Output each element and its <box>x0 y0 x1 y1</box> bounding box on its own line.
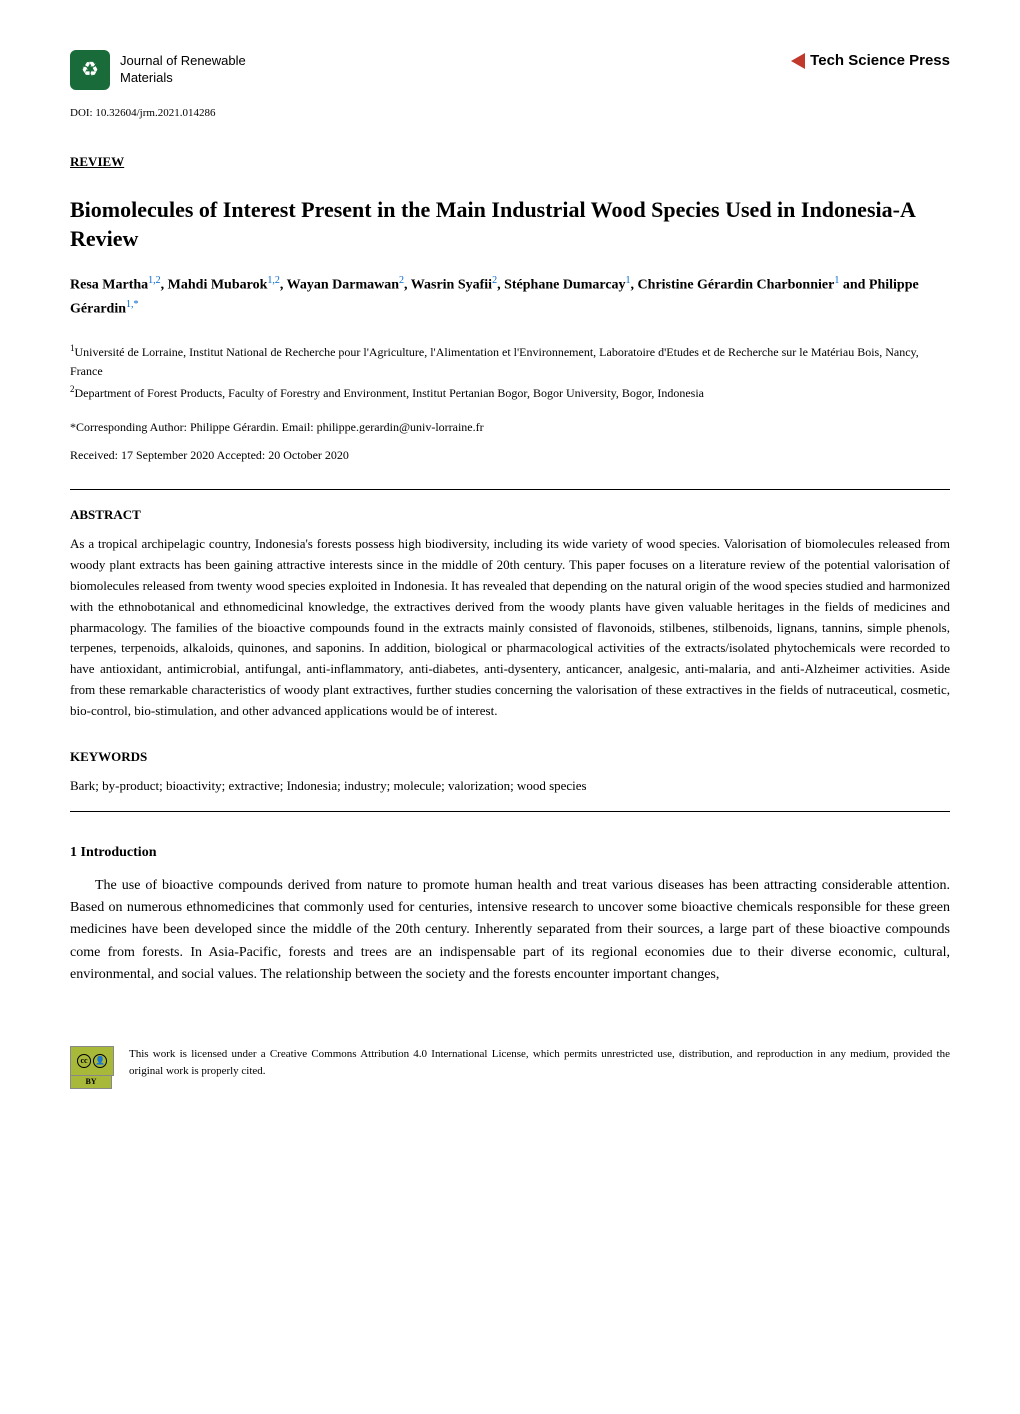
article-dates: Received: 17 September 2020 Accepted: 20… <box>70 446 950 464</box>
person-icon: 👤 <box>93 1054 107 1068</box>
license-text: This work is licensed under a Creative C… <box>129 1046 950 1079</box>
article-type-label: REVIEW <box>70 152 950 172</box>
corresponding-author: *Corresponding Author: Philippe Gérardin… <box>70 418 950 436</box>
header-left: ♻ Journal of Renewable Materials <box>70 50 246 90</box>
abstract-text: As a tropical archipelagic country, Indo… <box>70 534 950 721</box>
affiliation-1-text: Université de Lorraine, Institut Nationa… <box>70 345 919 378</box>
affiliation-2: 2Department of Forest Products, Faculty … <box>70 382 950 403</box>
journal-name-line1: Journal of Renewable <box>120 53 246 70</box>
article-title: Biomolecules of Interest Present in the … <box>70 196 950 253</box>
license-footer: cc 👤 BY This work is licensed under a Cr… <box>70 1046 950 1089</box>
journal-logo-icon: ♻ <box>70 50 110 90</box>
keywords-text: Bark; by-product; bioactivity; extractiv… <box>70 776 950 796</box>
journal-name-line2: Materials <box>120 70 246 87</box>
affiliation-1: 1Université de Lorraine, Institut Nation… <box>70 341 950 381</box>
cc-logo: cc 👤 BY <box>70 1046 114 1089</box>
publisher-name: Tech Science Press <box>810 50 950 73</box>
doi-text: DOI: 10.32604/jrm.2021.014286 <box>70 105 950 122</box>
page-header: ♻ Journal of Renewable Materials Tech Sc… <box>70 50 950 90</box>
keywords-header: KEYWORDS <box>70 747 950 767</box>
intro-text: The use of bioactive compounds derived f… <box>70 875 950 987</box>
abstract-header: ABSTRACT <box>70 505 950 525</box>
publisher-logo: Tech Science Press <box>791 50 950 73</box>
divider-bottom <box>70 811 950 812</box>
authors-list: Resa Martha1,2, Mahdi Mubarok1,2, Wayan … <box>70 273 950 321</box>
arrow-icon <box>791 53 805 69</box>
affiliations-block: 1Université de Lorraine, Institut Nation… <box>70 341 950 403</box>
divider-top <box>70 489 950 490</box>
journal-name: Journal of Renewable Materials <box>120 53 246 87</box>
recycle-icon: ♻ <box>81 55 99 85</box>
affiliation-2-text: Department of Forest Products, Faculty o… <box>75 386 705 400</box>
by-label: BY <box>70 1076 112 1089</box>
intro-header: 1 Introduction <box>70 842 950 863</box>
cc-icon: cc <box>77 1054 91 1068</box>
